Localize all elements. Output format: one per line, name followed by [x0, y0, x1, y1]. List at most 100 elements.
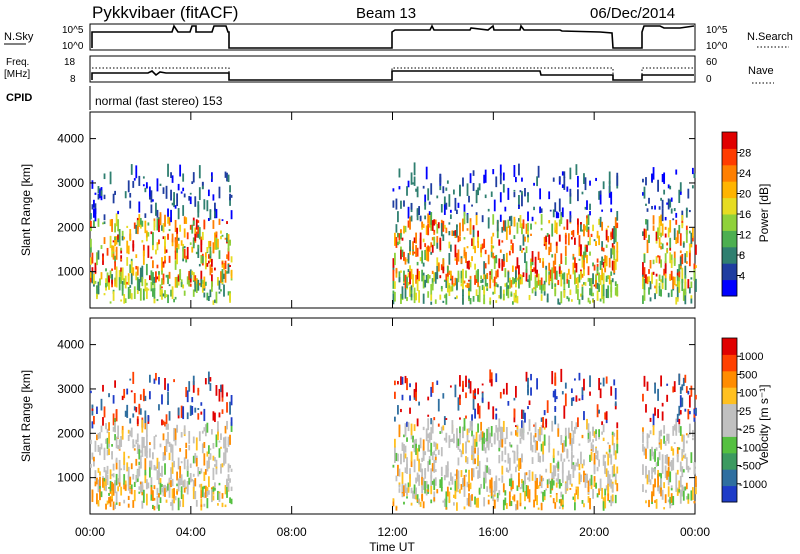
- velocity-echo-cell: [537, 452, 540, 463]
- velocity-echo-cell: [459, 426, 461, 438]
- velocity-echo-cell: [165, 499, 168, 503]
- velocity-echo-cell: [511, 450, 514, 453]
- power-echo-cell: [227, 263, 230, 274]
- velocity-echo-cell: [643, 375, 646, 387]
- velocity-echo-cell: [587, 496, 590, 503]
- power-echo-cell: [688, 243, 691, 257]
- power-echo-cell: [206, 263, 209, 267]
- power-echo-cell: [468, 279, 470, 282]
- power-echo-cell: [415, 274, 417, 284]
- x-tick-label: 20:00: [579, 525, 609, 539]
- power-echo-cell: [524, 188, 526, 197]
- power-echo-cell: [543, 243, 546, 247]
- power-echo-cell: [475, 212, 478, 216]
- power-echo-cell: [489, 275, 492, 282]
- velocity-echo-cell: [147, 415, 150, 422]
- velocity-echo-cell: [120, 436, 123, 447]
- velocity-echo-cell: [481, 437, 484, 451]
- power-echo-cell: [156, 242, 159, 246]
- velocity-echo-cell: [477, 453, 479, 466]
- velocity-echo-cell: [427, 396, 430, 401]
- velocity-echo-cell: [118, 467, 121, 476]
- x-tick-label: 00:00: [75, 525, 105, 539]
- velocity-echo-cell: [422, 439, 425, 451]
- velocity-echo-cell: [687, 465, 690, 473]
- power-echo-cell: [209, 246, 212, 257]
- velocity-echo-cell: [165, 414, 168, 425]
- velocity-echo-cell: [673, 442, 676, 445]
- velocity-echo-cell: [590, 449, 593, 451]
- power-echo-cell: [676, 230, 679, 244]
- power-echo-cell: [521, 193, 523, 207]
- velocity-echo-cell: [204, 424, 207, 437]
- power-echo-cell: [499, 164, 502, 176]
- velocity-echo-cell: [93, 415, 95, 425]
- velocity-echo-cell: [433, 497, 436, 502]
- velocity-echo-cell: [502, 483, 505, 493]
- power-echo-cell: [198, 263, 201, 267]
- power-echo-cell: [522, 247, 525, 251]
- power-echo-cell: [230, 210, 233, 220]
- velocity-echo-cell: [684, 453, 687, 459]
- velocity-echo-cell: [675, 472, 678, 486]
- power-echo-cell: [440, 204, 443, 213]
- velocity-echo-cell: [434, 477, 437, 486]
- power-echo-cell: [220, 271, 222, 283]
- power-echo-cell: [607, 225, 610, 228]
- velocity-echo-cell: [214, 487, 216, 491]
- power-echo-cell: [93, 199, 95, 208]
- velocity-echo-cell: [142, 437, 145, 448]
- velocity-echo-cell: [490, 379, 493, 387]
- velocity-echo-cell: [224, 444, 227, 453]
- velocity-echo-cell: [403, 434, 405, 438]
- velocity-echo-cell: [493, 488, 496, 495]
- power-echo-cell: [492, 214, 495, 225]
- velocity-echo-cell: [498, 478, 501, 481]
- power-echo-cell: [649, 281, 652, 290]
- velocity-data-layer: [90, 368, 697, 511]
- power-echo-cell: [515, 295, 517, 298]
- power-echo-cell: [201, 185, 204, 190]
- power-echo-cell: [109, 270, 112, 279]
- velocity-echo-cell: [572, 397, 575, 402]
- power-echo-cell: [510, 245, 513, 251]
- power-echo-cell: [141, 220, 144, 227]
- velocity-echo-cell: [397, 453, 399, 462]
- power-echo-cell: [551, 254, 554, 258]
- velocity-echo-cell: [592, 489, 594, 499]
- power-echo-cell: [557, 212, 560, 219]
- velocity-echo-cell: [682, 488, 685, 501]
- power-echo-cell: [433, 272, 436, 282]
- velocity-echo-cell: [486, 486, 489, 492]
- velocity-echo-cell: [490, 372, 493, 386]
- velocity-echo-cell: [164, 421, 166, 427]
- velocity-echo-cell: [127, 434, 130, 442]
- velocity-echo-cell: [123, 499, 126, 504]
- velocity-echo-cell: [111, 473, 113, 477]
- velocity-echo-cell: [551, 478, 554, 489]
- velocity-echo-cell: [670, 460, 673, 471]
- velocity-echo-cell: [421, 468, 424, 478]
- cpid-text: normal (fast stereo) 153: [95, 94, 223, 108]
- velocity-echo-cell: [226, 402, 228, 413]
- velocity-echo-cell: [466, 434, 469, 443]
- power-echo-cell: [398, 277, 401, 283]
- velocity-echo-cell: [176, 471, 179, 481]
- velocity-echo-cell: [652, 425, 655, 436]
- velocity-echo-cell: [519, 457, 522, 469]
- velocity-echo-cell: [459, 489, 461, 494]
- velocity-echo-cell: [204, 494, 207, 498]
- power-echo-cell: [587, 297, 590, 303]
- power-echo-cell: [100, 245, 103, 249]
- power-echo-cell: [400, 200, 402, 209]
- power-echo-cell: [463, 211, 466, 225]
- velocity-echo-cell: [504, 437, 507, 445]
- velocity-echo-cell: [460, 470, 463, 478]
- power-echo-cell: [490, 251, 493, 258]
- power-echo-cell: [510, 293, 513, 296]
- power-echo-cell: [567, 279, 570, 288]
- power-echo-cell: [158, 271, 160, 282]
- power-echo-cell: [401, 249, 404, 258]
- velocity-echo-cell: [445, 507, 448, 510]
- velocity-echo-cell: [421, 457, 424, 462]
